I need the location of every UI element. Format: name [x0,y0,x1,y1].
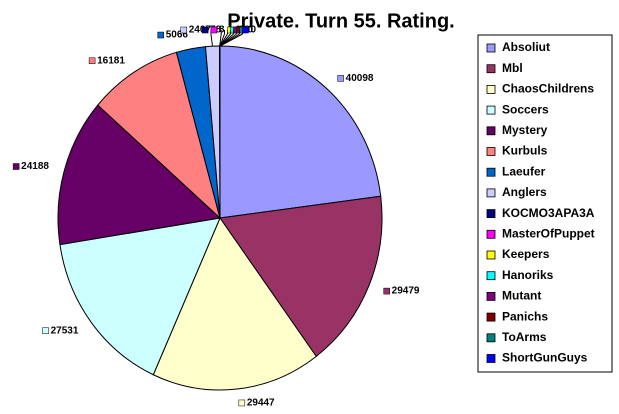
data-label: 16181 [88,55,125,66]
data-label-text: 29479 [392,286,420,297]
data-label-text: 40098 [346,73,374,84]
pie-slice [219,195,383,358]
label-swatch [337,75,344,82]
data-label-text: 16181 [97,55,125,66]
data-label: 27531 [42,325,79,336]
data-label: 2407 [180,25,212,36]
data-label-text: 8 [219,25,225,36]
data-label-text: 0 [248,25,254,36]
legend-label: MasterOfPuppet [502,226,595,240]
legend-swatch [486,209,496,219]
legend-label: Anglers [502,185,547,199]
legend-swatch [486,105,496,115]
leader-line [210,33,213,47]
legend-swatch [486,85,496,94]
legend-swatch [486,188,496,198]
legend-swatch [486,229,496,239]
label-swatch [88,57,96,65]
legend-swatch [486,167,496,177]
label-swatch [157,31,164,39]
leader-line [219,33,243,47]
data-label-text: 5066 [166,30,189,41]
legend-label: Absoliut [502,40,550,54]
legend-label: Hanoriks [502,268,554,282]
label-swatch [242,26,249,34]
data-label: 29447 [238,398,275,409]
legend-swatch [486,147,496,156]
data-label-text: 0 [251,25,257,36]
legend-label: Laeufer [502,164,546,178]
legend-swatch [486,312,496,322]
legend-label: Keepers [502,247,550,261]
label-swatch [383,287,390,295]
legend-label: ToArms [502,330,547,344]
legend-label: Mutant [502,289,541,303]
data-label: 40098 [337,73,374,84]
legend-label: Panichs [502,309,548,323]
legend-label: Kurbuls [502,144,548,158]
pie-slice [97,51,221,220]
legend-box [477,34,613,373]
data-label: 24188 [12,161,49,172]
pie-slice [57,104,222,246]
legend-swatch [486,354,496,363]
label-swatch [238,399,246,407]
data-label: 29479 [383,286,420,297]
label-swatch [210,26,218,34]
label-swatch [42,327,49,334]
data-label: 5066 [157,30,189,41]
leader-line [219,33,222,47]
chart-title: Private. Turn 55. Rating. [227,10,454,32]
legend-swatch [486,271,496,281]
legend-label: KOCMO3APA3A [502,206,595,220]
pie-slice [59,217,221,376]
label-swatch [201,26,209,34]
data-label-text: 29447 [247,398,275,409]
label-swatch [180,26,187,34]
legend-label: ShortGunGuys [502,351,588,365]
data-label-text: 24188 [21,161,49,172]
legend-swatch [486,126,496,136]
legend-label: ChaosChildrens [502,82,594,96]
legend-label: Soccers [502,102,549,116]
data-label: 8 [210,25,225,36]
data-label: 0 [242,25,257,36]
legend-label: Mystery [502,123,548,137]
legend-swatch [486,43,496,53]
legend-swatch [486,250,496,260]
legend-swatch [486,64,496,74]
legend-label: Mbl [502,61,523,75]
legend-swatch [486,291,496,301]
data-label-text: 2407 [189,25,212,36]
label-swatch [12,163,20,170]
pie-slice [152,216,317,391]
legend-swatch [486,333,496,343]
pie-slice [219,45,382,219]
data-label-text: 27531 [51,325,79,336]
